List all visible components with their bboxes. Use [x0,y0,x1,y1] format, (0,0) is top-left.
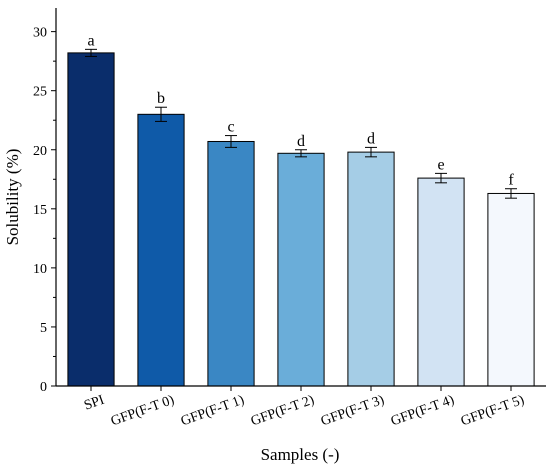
bar [347,151,395,387]
significance-label: e [437,156,444,173]
y-tick-label: 30 [33,26,47,41]
bars: a b c d d e f [67,32,535,387]
y-tick-label: 20 [33,144,47,159]
y-tick-label: 15 [33,203,47,218]
bar [137,113,185,387]
x-tick-label: SPI [82,393,106,414]
x-tick-label: GFP(F-T 0) [109,393,177,430]
y-axis-label: Solubility (%) [3,149,22,246]
x-tick-label: GFP(F-T 5) [459,393,527,430]
significance-label: c [227,119,234,136]
x-tick-label: GFP(F-T 3) [319,393,387,430]
bar [277,152,325,387]
x-tick-label: GFP(F-T 1) [179,393,247,430]
y-tick-label: 5 [40,321,47,336]
bar [207,140,255,387]
bar [417,177,465,387]
significance-label: d [297,133,305,150]
x-axis-label: Samples (-) [261,445,340,464]
significance-label: a [87,32,94,49]
x-ticks: SPI GFP(F-T 0) GFP(F-T 1) GFP(F-T 2) GFP(F-T… [82,386,527,430]
y-tick-label: 10 [33,262,47,277]
y-tick-label: 25 [33,85,47,100]
y-tick-label: 0 [40,380,47,395]
significance-label: b [157,90,165,107]
bar [487,192,535,387]
y-ticks: 0 5 10 15 20 25 30 [33,26,56,395]
significance-label: f [508,172,514,189]
bar [67,52,115,387]
significance-label: d [367,130,375,147]
x-tick-label: GFP(F-T 2) [249,393,317,430]
x-tick-label: GFP(F-T 4) [389,393,457,430]
